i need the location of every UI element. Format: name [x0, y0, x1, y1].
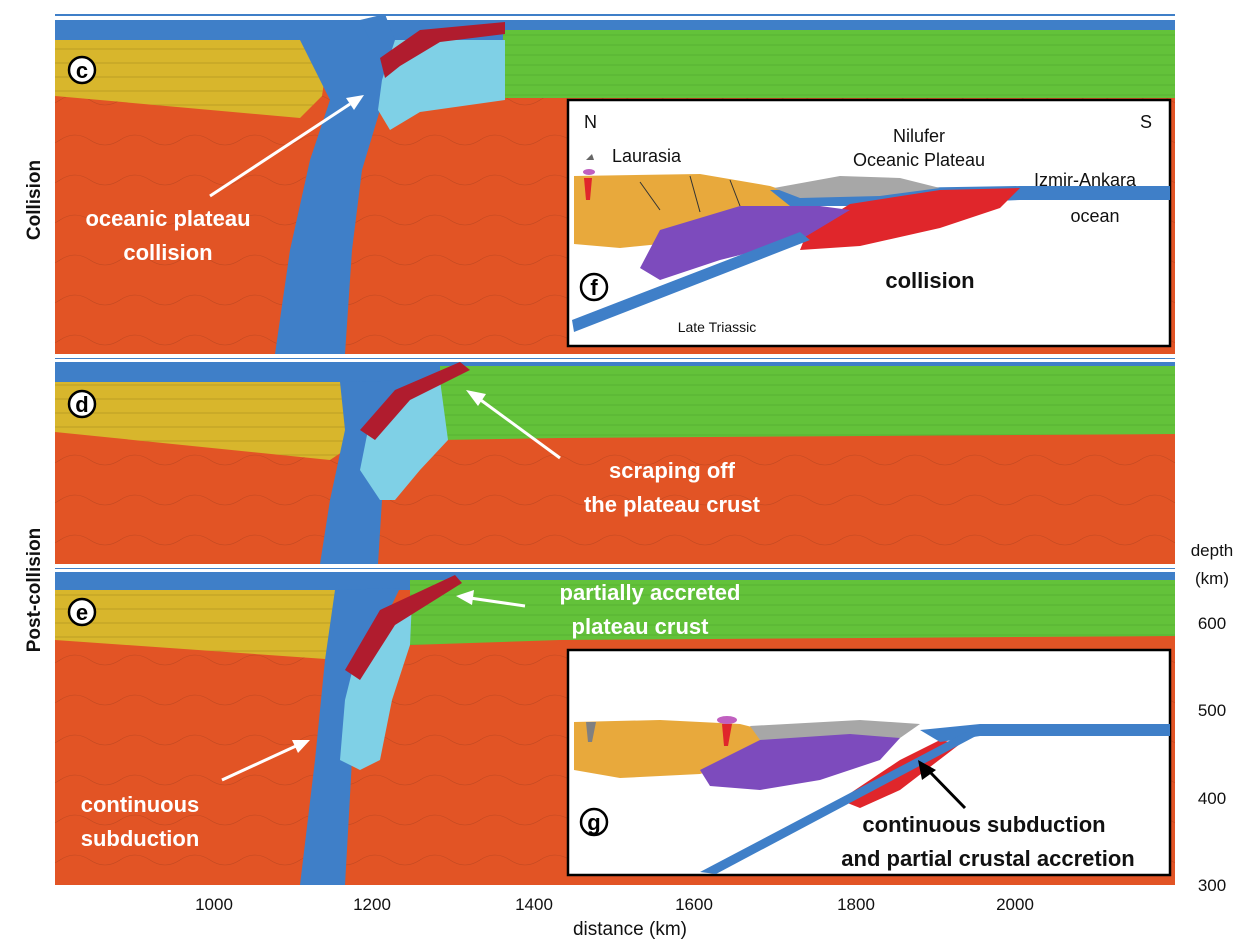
inset-f: N S Laurasia Nilufer Oceanic Plateau Izm…: [566, 98, 1172, 348]
panel-d: d scraping off the plateau crust: [55, 358, 1175, 564]
inset-f-north: N: [584, 112, 597, 132]
inset-g-label: g: [587, 810, 600, 835]
x-tick-2000: 2000: [996, 895, 1034, 914]
inset-f-label: f: [590, 275, 598, 300]
inset-f-laurasia: Laurasia: [612, 146, 682, 166]
scraping-arrow: [477, 396, 561, 460]
accreted-annotation-line1: partially accreted: [560, 580, 741, 605]
inset-g-caption-line2: and partial crustal accretion: [841, 846, 1134, 871]
panel-c-label: c: [76, 58, 88, 83]
depth-tick-500: 500: [1198, 701, 1226, 720]
x-tick-1800: 1800: [837, 895, 875, 914]
depth-axis: depth (km) 600 500 400 300: [1191, 541, 1234, 895]
inset-f-ocean-line1: Izmir-Ankara: [1034, 170, 1137, 190]
scraping-annotation-line1: scraping off: [609, 458, 736, 483]
x-axis: 1000 1200 1400 1600 1800 2000 distance (…: [195, 895, 1034, 940]
scraping-annotation-line2: the plateau crust: [584, 492, 761, 517]
inset-g-caption-line1: continuous subduction: [862, 812, 1105, 837]
inset-f-age: Late Triassic: [678, 319, 757, 335]
x-tick-1600: 1600: [675, 895, 713, 914]
side-label-post-collision: Post-collision: [24, 528, 45, 653]
collision-arrow: [209, 102, 351, 198]
inset-g-slab: [700, 732, 976, 874]
inset-f-red-block: [800, 188, 1020, 250]
inset-f-plateau-line2: Oceanic Plateau: [853, 150, 985, 170]
inset-g-purple-block: [700, 734, 900, 790]
inset-f-south: S: [1140, 112, 1152, 132]
panel-e-badge: [67, 597, 97, 627]
panel-c-badge: [67, 55, 97, 85]
inset-g-arrow: [926, 768, 967, 810]
inset-g-badge: [579, 807, 609, 837]
panel-d-badge: [67, 389, 97, 419]
depth-axis-label-line2: (km): [1195, 569, 1229, 588]
x-axis-label: distance (km): [573, 919, 687, 940]
panel-e-label: e: [76, 600, 88, 625]
depth-tick-600: 600: [1198, 614, 1226, 633]
collision-annotation-line2: collision: [123, 240, 212, 265]
inset-f-stage: collision: [885, 268, 974, 293]
depth-axis-label-line1: depth: [1191, 541, 1234, 560]
inset-f-purple-block: [640, 206, 850, 280]
subduction-annotation-line2: subduction: [81, 826, 200, 851]
panel-d-label: d: [75, 392, 88, 417]
collision-annotation-line1: oceanic plateau: [85, 206, 250, 231]
side-label-collision: Collision: [24, 160, 45, 240]
accreted-annotation-line2: plateau crust: [572, 614, 710, 639]
inset-f-gray-wedge: [774, 176, 940, 198]
depth-tick-300: 300: [1198, 876, 1226, 895]
inset-g: g continuous subduction and partial crus…: [566, 648, 1172, 877]
inset-f-slab: [572, 232, 810, 332]
inset-f-laurasia-block: [574, 174, 800, 248]
accreted-arrow: [469, 596, 526, 608]
x-tick-1400: 1400: [515, 895, 553, 914]
x-tick-1000: 1000: [195, 895, 233, 914]
inset-f-badge: [579, 272, 609, 302]
subduction-annotation-line1: continuous: [81, 792, 200, 817]
depth-tick-400: 400: [1198, 789, 1226, 808]
inset-f-plateau-line1: Nilufer: [893, 126, 945, 146]
x-tick-1200: 1200: [353, 895, 391, 914]
inset-f-ocean-line2: ocean: [1070, 206, 1119, 226]
subduction-arrow: [221, 744, 297, 782]
